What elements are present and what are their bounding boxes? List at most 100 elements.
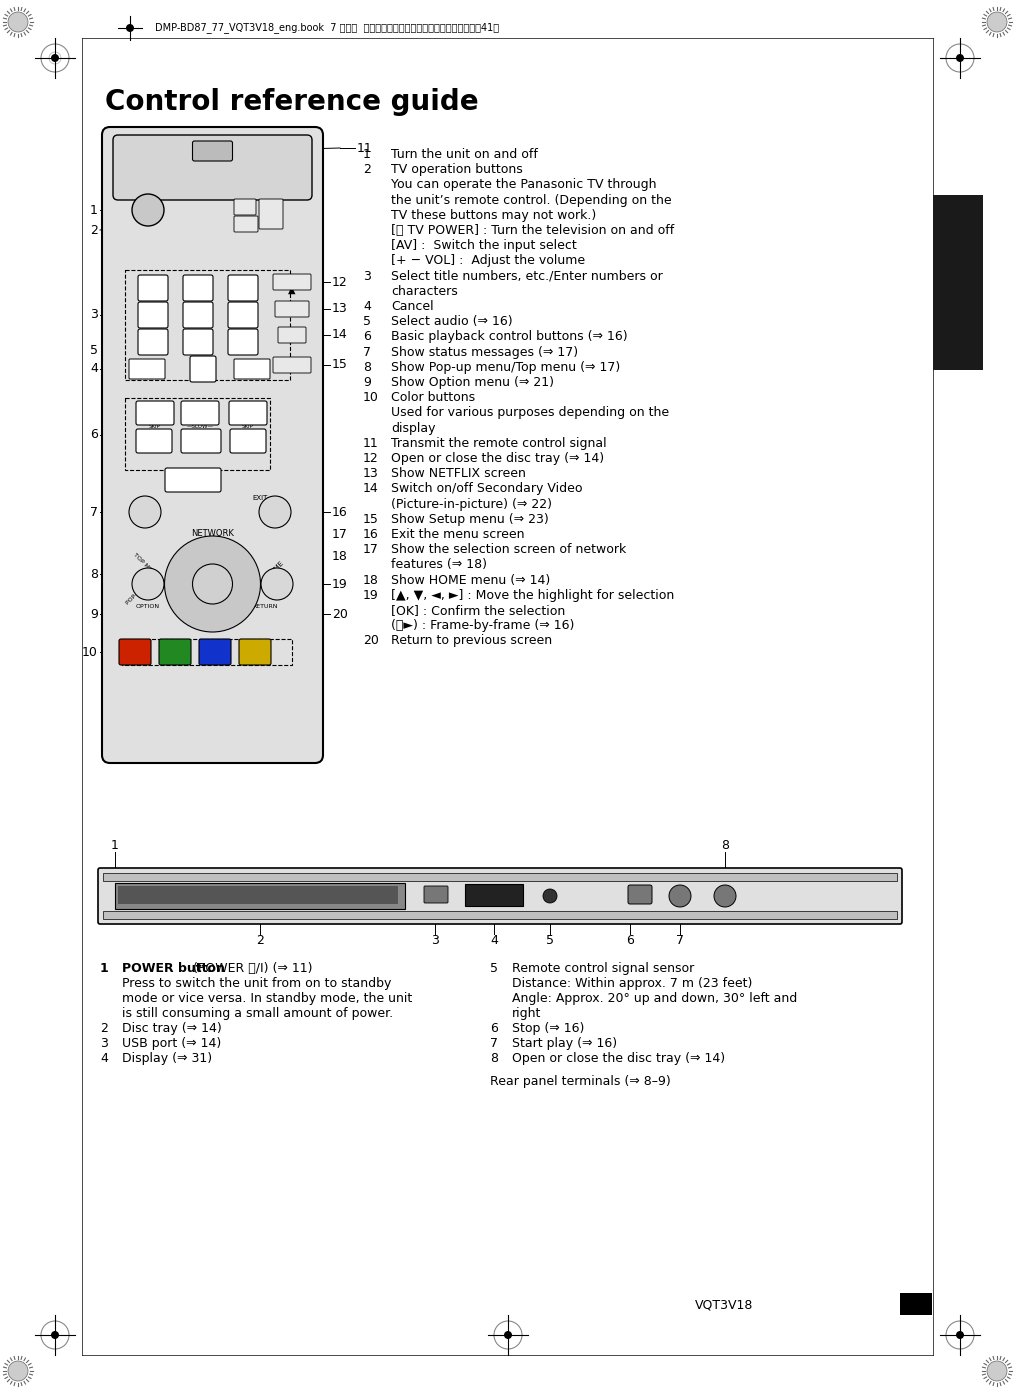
FancyBboxPatch shape [102,127,323,763]
Text: display: display [391,422,435,435]
Text: 11: 11 [357,142,373,155]
Text: Show Pop-up menu/Top menu (⇒ 17): Show Pop-up menu/Top menu (⇒ 17) [391,361,620,373]
Circle shape [956,1330,964,1339]
Text: 8: 8 [721,839,729,853]
FancyBboxPatch shape [259,199,283,228]
Text: 19: 19 [363,589,379,602]
Text: SEARCH: SEARCH [142,405,167,411]
FancyBboxPatch shape [136,401,174,425]
Text: Basic playback control buttons (⇒ 16): Basic playback control buttons (⇒ 16) [391,330,627,344]
Circle shape [504,1330,512,1339]
Text: 1: 1 [100,963,109,975]
Text: 7: 7 [676,933,684,947]
FancyBboxPatch shape [165,468,221,492]
Text: 6: 6 [490,1022,498,1035]
Text: 8: 8 [194,336,202,348]
FancyBboxPatch shape [228,274,258,301]
Text: 7: 7 [363,345,371,358]
Text: 5: 5 [490,963,498,975]
Text: 18: 18 [363,574,379,586]
Text: 1: 1 [111,839,119,853]
Circle shape [129,496,161,528]
Text: Rear panel terminals (⇒ 8–9): Rear panel terminals (⇒ 8–9) [490,1075,671,1088]
Text: SKIP: SKIP [242,423,254,429]
FancyBboxPatch shape [199,639,231,664]
Bar [103,873,897,880]
Text: 6: 6 [240,308,247,322]
Text: Disc tray (⇒ 14): Disc tray (⇒ 14) [122,1022,221,1035]
FancyBboxPatch shape [278,327,306,343]
Text: ▼: ▼ [208,613,217,623]
Text: ⏽: ⏽ [243,202,248,212]
Text: ▲: ▲ [722,892,728,900]
Text: Angle: Approx. 20° up and down, 30° left and: Angle: Approx. 20° up and down, 30° left… [512,992,797,1004]
Text: 17: 17 [363,543,379,556]
FancyBboxPatch shape [228,329,258,355]
FancyBboxPatch shape [138,329,168,355]
Text: right: right [512,1007,541,1020]
Text: 3: 3 [90,308,98,322]
Text: ◄: ◄ [175,579,183,589]
Text: 4: 4 [363,299,370,313]
FancyBboxPatch shape [229,401,267,425]
FancyBboxPatch shape [129,359,165,379]
Text: Getting started: Getting started [951,274,964,371]
Text: You can operate the Panasonic TV through: You can operate the Panasonic TV through [391,178,657,191]
Circle shape [126,24,134,32]
Circle shape [987,13,1007,32]
Text: mode or vice versa. In standby mode, the unit: mode or vice versa. In standby mode, the… [122,992,412,1004]
Text: 20: 20 [363,634,379,648]
Text: CANCEL: CANCEL [133,366,160,372]
Circle shape [8,1361,28,1380]
Circle shape [193,564,232,605]
Text: TOP MENU: TOP MENU [133,553,159,579]
Circle shape [987,1361,1007,1380]
Text: VQT3V18: VQT3V18 [695,1298,753,1311]
Text: 2: 2 [194,281,202,294]
Text: HOME: HOME [266,560,284,578]
Text: Display (⇒ 31): Display (⇒ 31) [122,1052,212,1066]
FancyBboxPatch shape [183,329,213,355]
Text: [+ − VOL] :  Adjust the volume: [+ − VOL] : Adjust the volume [391,255,585,267]
Text: 6: 6 [626,933,634,947]
Text: RETURN: RETURN [253,603,278,609]
Text: Used for various purposes depending on the: Used for various purposes depending on t… [391,407,669,419]
Circle shape [51,1330,59,1339]
Text: [⏽ TV POWER] : Turn the television on and off: [⏽ TV POWER] : Turn the television on an… [391,224,674,237]
FancyBboxPatch shape [234,359,270,379]
Text: PIP: PIP [287,332,297,338]
Text: 5: 5 [90,344,98,358]
Text: 1: 1 [363,148,370,162]
Text: DMP-BD87_77_VQT3V18_eng.book  7 ページ  ２０１１年１１月４日　金曜日　午前１０時41分: DMP-BD87_77_VQT3V18_eng.book 7 ページ ２０１１年… [155,22,499,33]
Text: —SLOW—: —SLOW— [187,423,213,429]
Text: 1: 1 [90,203,98,216]
Circle shape [164,536,261,632]
Text: 2: 2 [90,223,98,237]
Text: Select audio (⇒ 16): Select audio (⇒ 16) [391,315,513,329]
FancyBboxPatch shape [113,135,312,201]
Text: the unit’s remote control. (Depending on the: the unit’s remote control. (Depending on… [391,194,672,206]
FancyBboxPatch shape [181,429,221,453]
FancyBboxPatch shape [424,886,448,903]
Text: Start play (⇒ 16): Start play (⇒ 16) [512,1036,617,1050]
Text: 9: 9 [240,336,247,348]
Text: OPTION: OPTION [136,603,160,609]
Text: USB port (⇒ 14): USB port (⇒ 14) [122,1036,221,1050]
FancyBboxPatch shape [119,639,151,664]
Circle shape [259,496,291,528]
Text: 7: 7 [909,1304,923,1322]
Text: Open or close the disc tray (⇒ 14): Open or close the disc tray (⇒ 14) [512,1052,725,1066]
Bar [125,270,290,380]
FancyBboxPatch shape [98,868,902,924]
Text: SETTINGS: SETTINGS [279,362,306,368]
Text: 8: 8 [490,1052,498,1066]
Text: 4: 4 [100,1052,108,1066]
Text: 17: 17 [332,528,348,540]
Text: INPUT
AV: INPUT AV [236,219,256,230]
FancyBboxPatch shape [181,401,219,425]
Bar [115,883,405,910]
Text: Press to switch the unit from on to standby: Press to switch the unit from on to stan… [122,976,392,990]
Text: Stop (⇒ 16): Stop (⇒ 16) [512,1022,585,1035]
Text: R: R [132,646,138,657]
Text: G: G [172,646,179,657]
